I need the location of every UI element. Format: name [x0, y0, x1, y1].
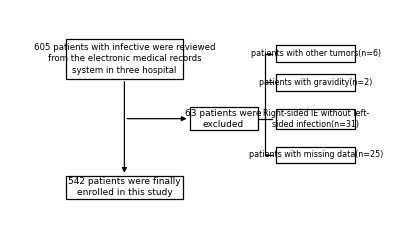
Text: patients with gravidity(n=2): patients with gravidity(n=2)	[259, 78, 372, 87]
Text: 605 patients with infective were reviewed
from the electronic medical records
sy: 605 patients with infective were reviewe…	[34, 43, 215, 74]
FancyBboxPatch shape	[66, 39, 183, 79]
FancyBboxPatch shape	[276, 45, 355, 62]
Text: Right-sided IE without left-
sided infection(n=31): Right-sided IE without left- sided infec…	[263, 109, 369, 129]
Text: patients with missing data(n=25): patients with missing data(n=25)	[249, 150, 383, 159]
FancyBboxPatch shape	[190, 107, 258, 130]
Text: 542 patients were finally
enrolled in this study: 542 patients were finally enrolled in th…	[68, 177, 181, 197]
FancyBboxPatch shape	[276, 109, 355, 129]
FancyBboxPatch shape	[276, 147, 355, 163]
FancyBboxPatch shape	[276, 74, 355, 91]
Text: patients with other tumors(n=6): patients with other tumors(n=6)	[251, 49, 381, 58]
FancyBboxPatch shape	[66, 176, 183, 199]
Text: 63 patients were
excluded: 63 patients were excluded	[185, 109, 262, 129]
